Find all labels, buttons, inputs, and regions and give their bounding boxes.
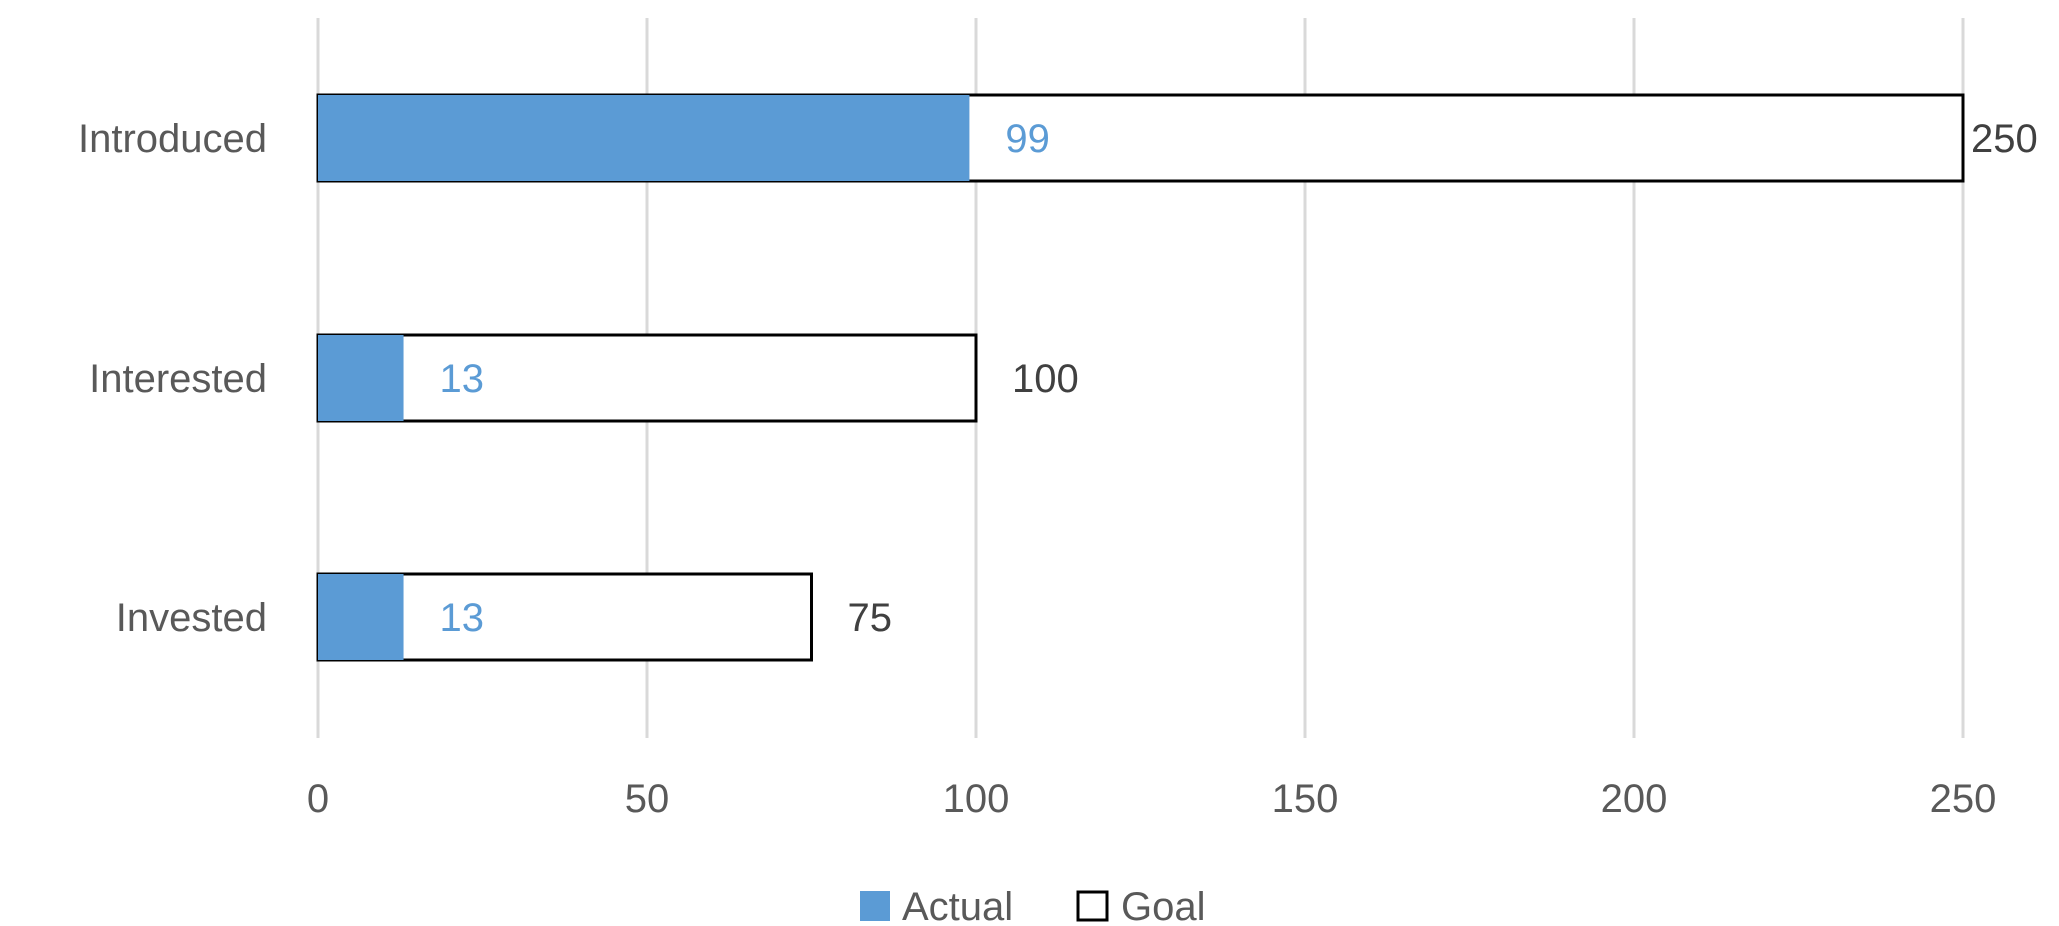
- actual-data-label-interested: 13: [440, 357, 485, 401]
- bars: [316, 93, 1965, 662]
- goal-data-label-introduced: 250: [1971, 117, 2038, 161]
- actual-bar-invested: [318, 574, 404, 660]
- legend-label-goal: Goal: [1121, 885, 1206, 926]
- actual-bar-interested: [318, 335, 404, 421]
- goal-data-label-invested: 75: [848, 596, 893, 640]
- category-label-interested: Interested: [89, 357, 267, 401]
- legend-swatch-goal: [1076, 890, 1109, 922]
- actual-data-label-introduced: 99: [1005, 117, 1049, 161]
- x-tick-label-250: 250: [1930, 777, 1997, 821]
- legend-swatch-actual: [860, 891, 890, 921]
- actual-bar-introduced: [318, 95, 970, 181]
- x-tick-label-100: 100: [943, 777, 1010, 821]
- data-labels: 99 250 13 100 13 75: [440, 117, 2038, 640]
- category-labels: Introduced Interested Invested: [78, 117, 267, 640]
- actual-data-label-invested: 13: [440, 596, 485, 640]
- category-label-introduced: Introduced: [78, 117, 267, 161]
- x-tick-label-200: 200: [1601, 777, 1668, 821]
- x-tick-label-150: 150: [1272, 777, 1339, 821]
- goal-data-label-interested: 100: [1012, 357, 1079, 401]
- legend-label-actual: Actual: [902, 885, 1013, 926]
- x-tick-labels: 0 50 100 150 200 250: [307, 777, 1997, 821]
- x-tick-label-50: 50: [625, 777, 670, 821]
- category-label-invested: Invested: [116, 596, 267, 640]
- legend: Actual Goal: [860, 885, 1206, 926]
- x-tick-label-0: 0: [307, 777, 329, 821]
- goal-bar-interested: [316, 333, 978, 423]
